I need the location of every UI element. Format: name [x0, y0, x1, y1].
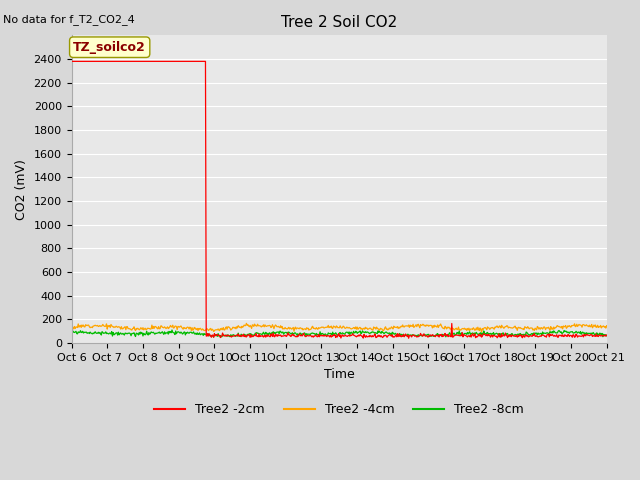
Tree2 -2cm — [420, 331, 428, 337]
Tree2 -4cm — [187, 325, 195, 331]
Tree2 -8cm — [406, 332, 413, 338]
Tree2 -4cm — [215, 327, 223, 333]
Y-axis label: CO2 (mV): CO2 (mV) — [15, 159, 28, 220]
Legend: Tree2 -2cm, Tree2 -4cm, Tree2 -8cm: Tree2 -2cm, Tree2 -4cm, Tree2 -8cm — [149, 398, 529, 421]
Text: No data for f_T2_CO2_4: No data for f_T2_CO2_4 — [3, 14, 135, 25]
Line: Tree2 -4cm: Tree2 -4cm — [72, 324, 607, 332]
Tree2 -4cm — [68, 324, 76, 330]
Tree2 -4cm — [404, 322, 412, 328]
Tree2 -8cm — [603, 333, 611, 339]
Tree2 -2cm — [77, 59, 85, 64]
Tree2 -2cm — [603, 332, 611, 338]
Tree2 -4cm — [603, 323, 611, 329]
Tree2 -8cm — [216, 333, 224, 338]
Line: Tree2 -8cm: Tree2 -8cm — [72, 330, 607, 337]
Title: Tree 2 Soil CO2: Tree 2 Soil CO2 — [281, 15, 397, 30]
Tree2 -4cm — [420, 323, 428, 329]
Tree2 -2cm — [404, 336, 412, 341]
Tree2 -2cm — [215, 333, 223, 338]
Tree2 -2cm — [68, 59, 76, 64]
Tree2 -8cm — [210, 334, 218, 340]
Tree2 -4cm — [77, 324, 85, 330]
Tree2 -8cm — [188, 329, 195, 335]
Tree2 -4cm — [132, 325, 140, 331]
Tree2 -4cm — [477, 329, 485, 335]
Tree2 -8cm — [77, 330, 85, 336]
Tree2 -8cm — [68, 329, 76, 335]
Tree2 -8cm — [421, 333, 429, 338]
X-axis label: Time: Time — [324, 368, 355, 381]
Tree2 -8cm — [132, 330, 140, 336]
Tree2 -8cm — [168, 327, 176, 333]
Tree2 -2cm — [132, 59, 140, 64]
Text: TZ_soilco2: TZ_soilco2 — [74, 41, 146, 54]
Tree2 -4cm — [243, 321, 250, 326]
Line: Tree2 -2cm: Tree2 -2cm — [72, 61, 607, 338]
Tree2 -2cm — [187, 59, 195, 64]
Tree2 -2cm — [404, 332, 412, 338]
